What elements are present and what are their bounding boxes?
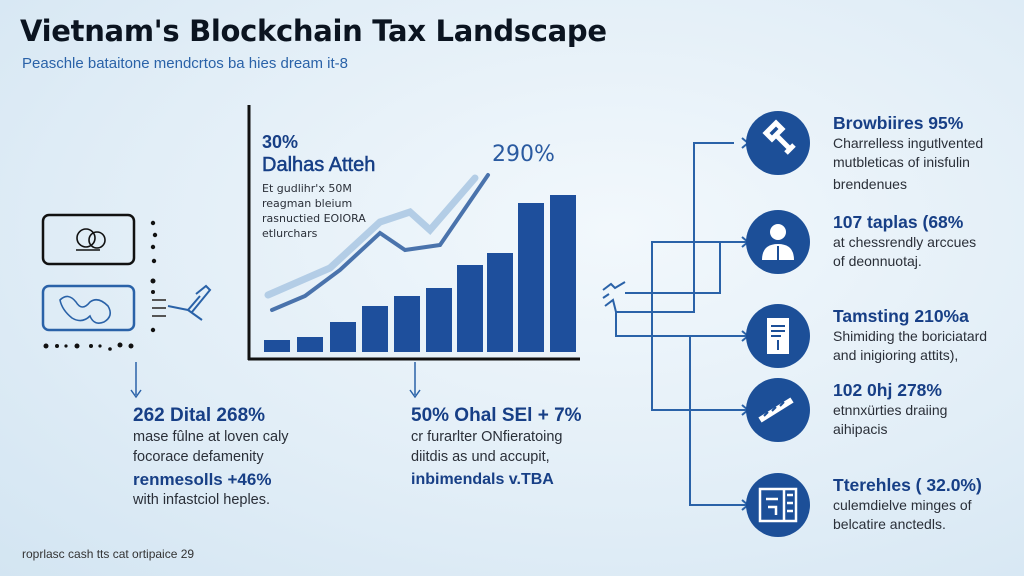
bar — [264, 340, 290, 352]
stat-text: mase fûlne at loven caly — [133, 429, 289, 445]
bar — [457, 265, 483, 352]
right-item: 107 taplas (68% at chessrendly arccues of … — [833, 212, 976, 271]
item-text: mutbleticas of inisfulin — [833, 154, 970, 170]
item-title: 102 0hj 278% — [833, 380, 942, 400]
map-card — [41, 284, 136, 332]
item-text: Charrelless ingutlvented — [833, 135, 984, 151]
page-title: Vietnam's Blockchain Tax Landscape — [20, 14, 607, 48]
chart-peak-label: 290% — [492, 142, 555, 167]
chart-note-line: reagman bleium — [262, 197, 353, 210]
world-map-icon — [59, 295, 112, 324]
bar — [550, 195, 576, 352]
item-title: Tterehles ( 32.0%) — [833, 475, 982, 495]
item-text: belcatire anctedls. — [833, 516, 946, 532]
item-text: culemdielve minges of — [833, 497, 972, 513]
bar — [362, 306, 388, 352]
down-arrows — [130, 362, 421, 399]
document-icon — [767, 318, 789, 354]
item-text: of deonnuotaj. — [833, 253, 922, 269]
mascot-icon — [76, 228, 106, 251]
tag-badge — [746, 378, 810, 442]
chart-headline: 30% — [262, 132, 299, 152]
item-text: Shimiding the boriciatard — [833, 328, 988, 344]
item-title: 107 taplas (68% — [833, 212, 964, 232]
trend-line-light — [264, 174, 479, 299]
bar — [518, 203, 544, 352]
stat-text: with infastciol heples. — [133, 492, 271, 508]
dashboard-badge — [746, 473, 810, 537]
stat-text: diitdis as und accupit, — [411, 449, 550, 465]
trend-line-dark — [270, 173, 490, 312]
item-text: etnnxürties draiing — [833, 402, 948, 418]
mascot-card — [41, 213, 136, 266]
person-icon — [762, 224, 794, 260]
stat-title: 262 Dital 268% — [133, 405, 266, 426]
page-subtitle: Peaschle bataitone mendcrtos ba hies dre… — [22, 55, 349, 72]
stat-title: renmesolls +46% — [133, 470, 272, 489]
right-item: Tterehles ( 32.0%) culemdielve minges of b… — [833, 475, 982, 534]
stat-text: cr furarlter ONfieratoing — [411, 429, 563, 445]
item-text: and inigioring attits), — [833, 347, 959, 363]
chart-title: Dalhas Atteh — [262, 154, 376, 177]
network-antenna-icon — [152, 284, 212, 321]
stat-title: 50% Ohal SEl + 7% — [411, 405, 582, 426]
item-title: Tamsting 210%a — [833, 306, 969, 326]
item-title: Browbiires 95% — [833, 113, 964, 133]
bar-chart — [247, 105, 580, 361]
hammer-badge — [746, 111, 810, 175]
bar — [394, 296, 420, 352]
stat-text: focorace defamenity — [133, 449, 264, 465]
chart-note-line: Et gudlihr'x 50M — [262, 182, 352, 195]
middle-stats: 50% Ohal SEl + 7% cr furarlter ONfierato… — [411, 405, 582, 489]
bar — [297, 337, 323, 352]
flow-connectors — [602, 137, 750, 511]
footer-note: roprlasc cash tts cat ortipaice 29 — [22, 547, 195, 561]
document-badge — [746, 304, 810, 368]
left-stats: 262 Dital 268% mase fûlne at loven caly … — [133, 405, 289, 510]
right-item: Browbiires 95% Charrelless ingutlvented mu… — [833, 113, 983, 196]
bar — [487, 253, 513, 352]
right-item: Tamsting 210%a Shimiding the boriciatard a… — [833, 306, 987, 365]
person-badge — [746, 210, 810, 274]
chart-note-line: rasnuctied EOIORA — [262, 212, 366, 225]
item-text: aihipacis — [833, 421, 888, 437]
tag-icon — [758, 397, 794, 423]
chart-note: Et gudlihr'x 50M reagman bleium rasnucti… — [262, 181, 366, 241]
right-item: 102 0hj 278% etnnxürties draiing aihipacis — [833, 380, 947, 439]
chart-note-line: etlurchars — [262, 227, 318, 240]
dashboard-icon — [758, 487, 798, 523]
item-text: at chessrendly arccues — [833, 234, 977, 250]
hammer-icon — [762, 119, 796, 155]
bar — [330, 322, 356, 352]
dotted-connector — [43, 220, 158, 351]
bar — [426, 288, 452, 352]
stat-title: inbimendals v.TBA — [411, 471, 554, 488]
item-text: brendenues — [833, 176, 907, 192]
